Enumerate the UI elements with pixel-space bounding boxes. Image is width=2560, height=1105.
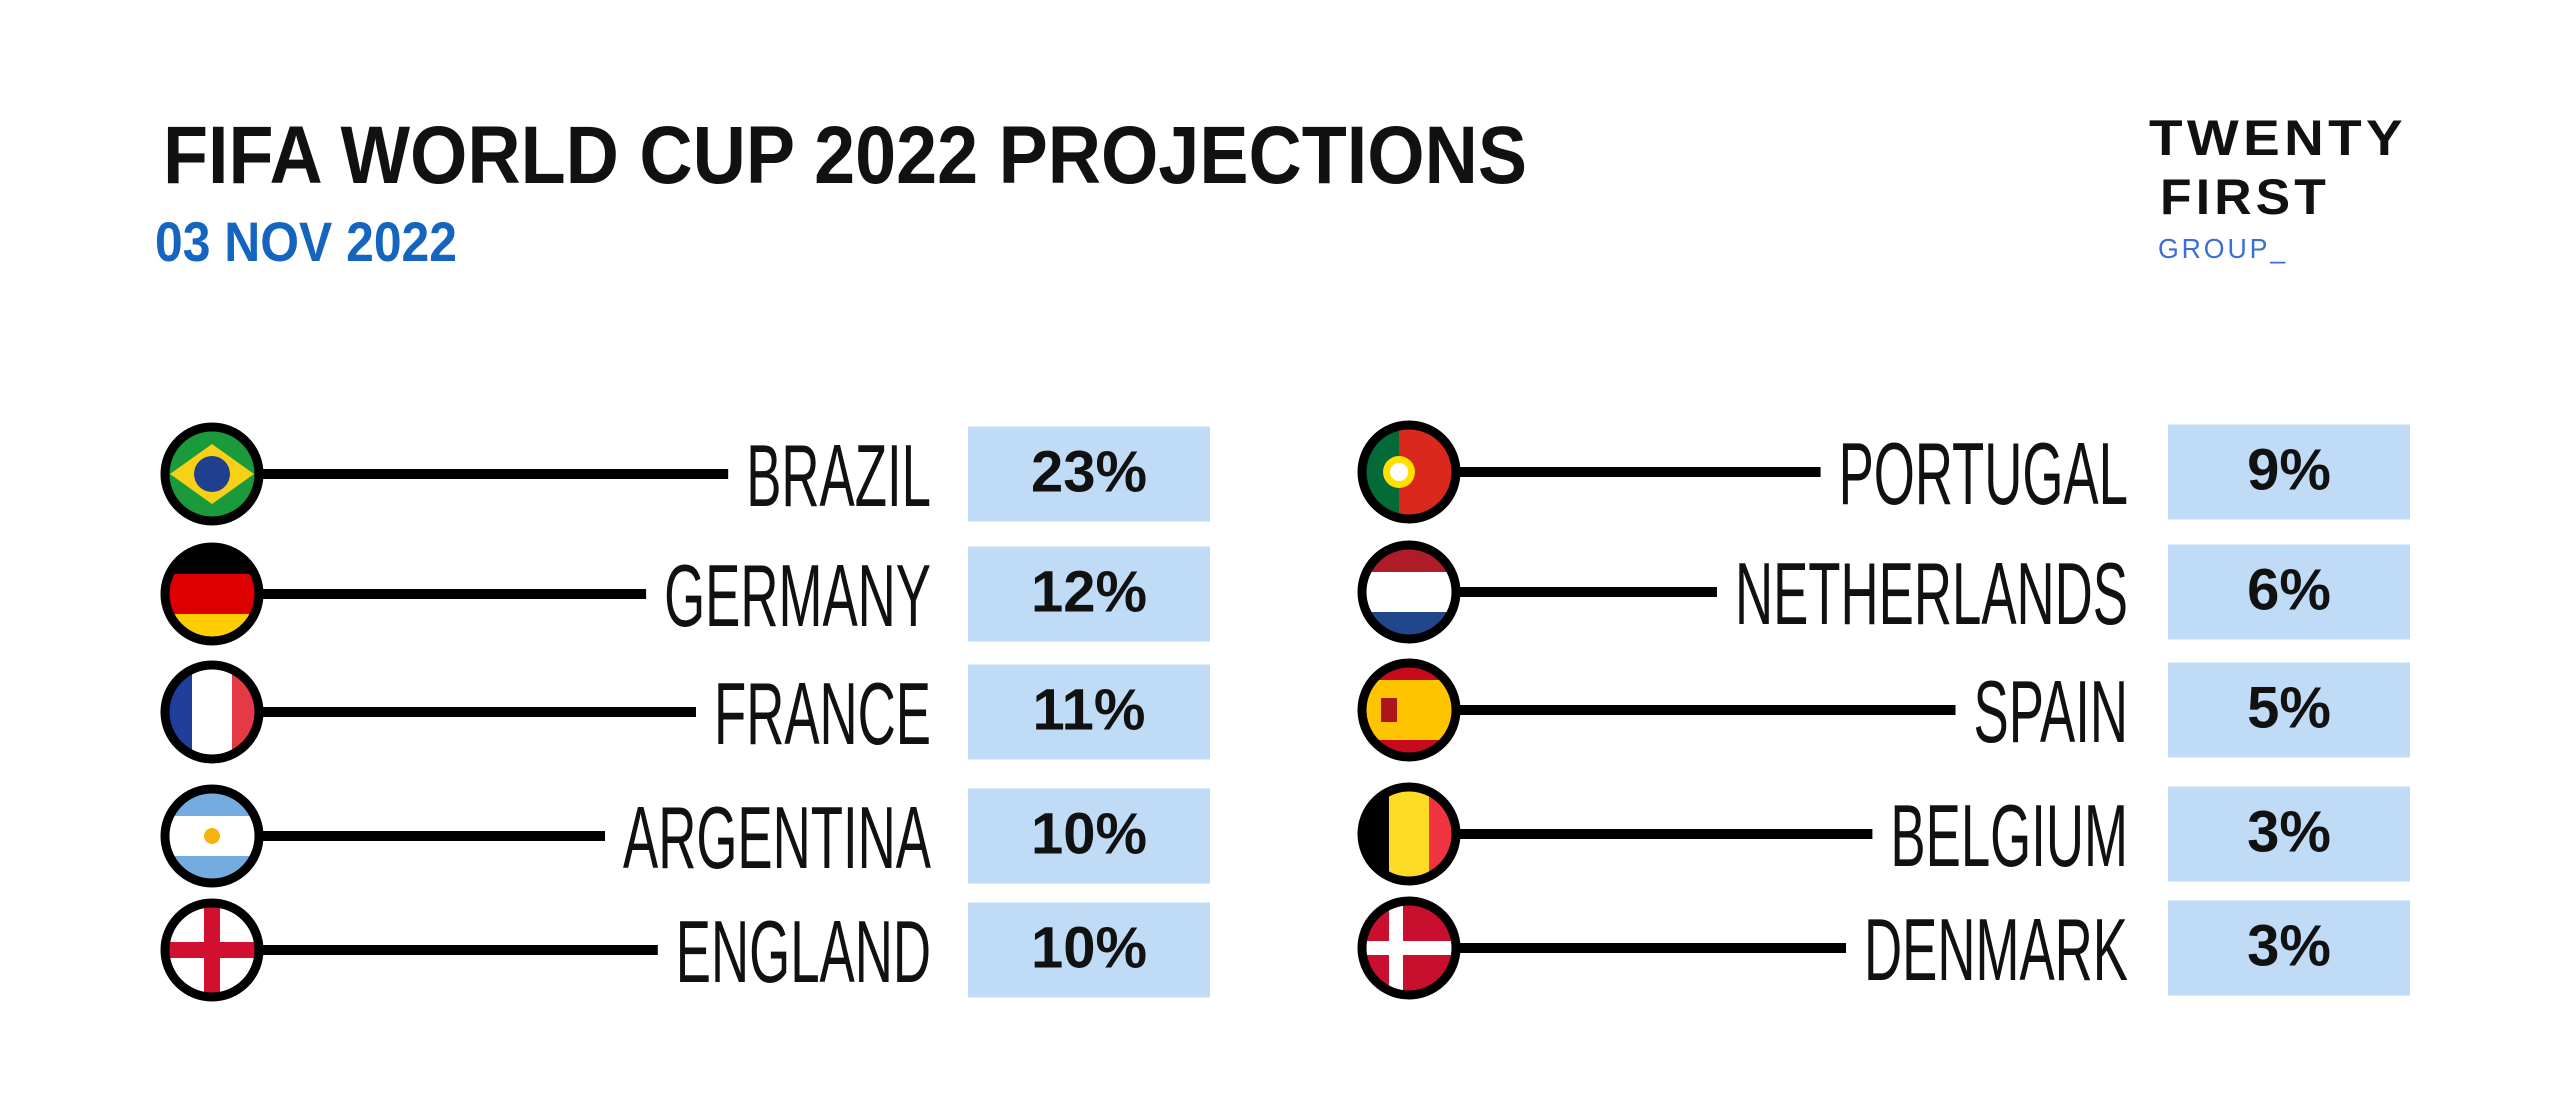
flag-border (1357, 658, 1461, 762)
probability-box (968, 902, 1210, 998)
flag-border (160, 422, 264, 526)
probability: 5% (2247, 675, 2331, 740)
probability-box (2168, 786, 2410, 882)
flag (1362, 663, 1456, 757)
country-name: FRANCE (714, 665, 931, 763)
flag-part (1390, 463, 1408, 481)
probability-box (2168, 900, 2410, 996)
country-name: DENMARK (1864, 901, 2128, 999)
logo-text: TWENTY (2149, 110, 2407, 166)
probability: 3% (2247, 799, 2331, 864)
probability-box (968, 788, 1210, 884)
probability: 3% (2247, 913, 2331, 978)
flag (1362, 901, 1456, 995)
flag-border (1357, 896, 1461, 1000)
probability: 6% (2247, 557, 2331, 622)
flag-part (194, 456, 230, 492)
flag-part (1362, 572, 1456, 612)
flag-border (160, 898, 264, 1002)
date: 03 NOV 2022 (155, 210, 457, 273)
flag (165, 665, 259, 759)
flag-part (192, 665, 232, 759)
country-name: PORTUGAL (1839, 425, 2128, 523)
flag-part (1381, 698, 1397, 722)
probability: 12% (1031, 559, 1147, 624)
probability: 23% (1031, 439, 1147, 504)
flag-border (1357, 420, 1461, 524)
logo-text: FIRST (2160, 169, 2330, 225)
probability-box (2168, 424, 2410, 520)
flag (1362, 787, 1456, 881)
country-name: BRAZIL (746, 427, 931, 525)
probability: 9% (2247, 437, 2331, 502)
probability-box (968, 546, 1210, 642)
flag (165, 789, 259, 883)
flag-border (160, 542, 264, 646)
flag-part (1362, 680, 1456, 740)
probability-box (968, 426, 1210, 522)
country-name: NETHERLANDS (1735, 545, 2128, 643)
probability: 11% (1033, 677, 1146, 742)
probability-box (968, 664, 1210, 760)
flag-border (1357, 540, 1461, 644)
country-name: ENGLAND (676, 903, 931, 1001)
flag (1362, 425, 1456, 519)
country-name: SPAIN (1974, 663, 2128, 761)
flag-border (160, 784, 264, 888)
flag-border (160, 660, 264, 764)
country-name: BELGIUM (1890, 787, 2128, 885)
flag-border (1357, 782, 1461, 886)
flag-part (204, 828, 220, 844)
probability: 10% (1031, 915, 1147, 980)
flag-part (165, 574, 259, 614)
country-name: GERMANY (664, 547, 931, 645)
flag (1362, 545, 1456, 639)
flag-part (165, 942, 259, 958)
title: FIFA WORLD CUP 2022 PROJECTIONS (163, 110, 1527, 201)
probability-box (2168, 544, 2410, 640)
flag (165, 903, 259, 997)
logo-text: GROUP_ (2158, 233, 2288, 264)
flag-part (1362, 941, 1456, 955)
flag (165, 427, 259, 521)
probability: 10% (1031, 801, 1147, 866)
country-name: ARGENTINA (623, 789, 931, 887)
flag-part (1389, 787, 1429, 881)
probability-box (2168, 662, 2410, 758)
flag (165, 547, 259, 641)
